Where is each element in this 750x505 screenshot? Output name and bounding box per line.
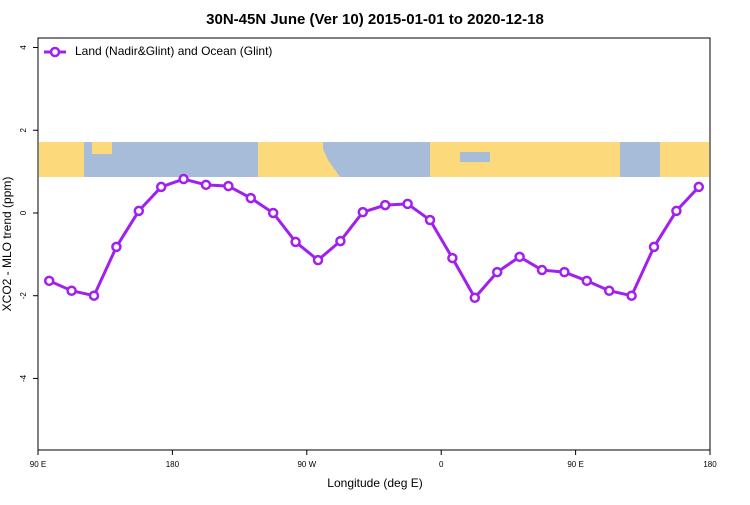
point [223,180,234,192]
map-band [39,142,709,177]
x-tick-label: 180 [166,460,180,469]
y-tick-label: 2 [19,127,28,132]
map-land [430,142,615,177]
map-sea [460,152,490,162]
point [357,206,369,218]
point [469,292,481,304]
point [424,214,436,226]
point [267,207,279,219]
x-tick-label: 90 E [567,460,583,469]
point [402,198,413,210]
y-axis-label: XCO2 - MLO trend (ppm) [0,177,14,312]
x-tick-label: 90 E [30,460,46,469]
x-axis-label: Longitude (deg E) [327,476,422,490]
point [312,254,324,266]
map-land [39,142,84,177]
y-tick-label: -2 [19,292,28,300]
point [447,252,458,264]
point [626,290,637,301]
point [379,199,391,211]
point [491,266,503,278]
point [133,205,145,217]
x-tick-label: 90 W [297,460,316,469]
point [693,181,705,193]
x-tick-label: 180 [703,460,717,469]
point [514,251,525,263]
x-tick-label: 0 [439,460,444,469]
legend-marker [49,46,61,58]
point [155,181,167,193]
y-tick-label: 0 [19,210,28,215]
y-tick-label: -4 [19,374,28,382]
chart-title: 30N-45N June (Ver 10) 2015-01-01 to 2020… [206,11,544,28]
point [648,241,660,253]
point [66,285,77,296]
point [245,192,257,204]
map-land [615,142,620,177]
map-land [660,142,709,177]
point [43,275,55,287]
plot-frame [37,37,711,451]
y-tick-label: 4 [19,45,28,50]
point [111,241,122,253]
point [671,205,682,217]
point [581,275,593,287]
map-land [258,142,340,177]
point [290,236,301,248]
legend-label: Land (Nadir&Glint) and Ocean (Glint) [75,44,272,58]
point [536,264,548,276]
point [603,285,615,296]
point [88,290,100,301]
point [559,266,570,278]
point [335,235,346,247]
map-land [92,142,112,154]
point [178,173,189,185]
point [200,179,212,191]
